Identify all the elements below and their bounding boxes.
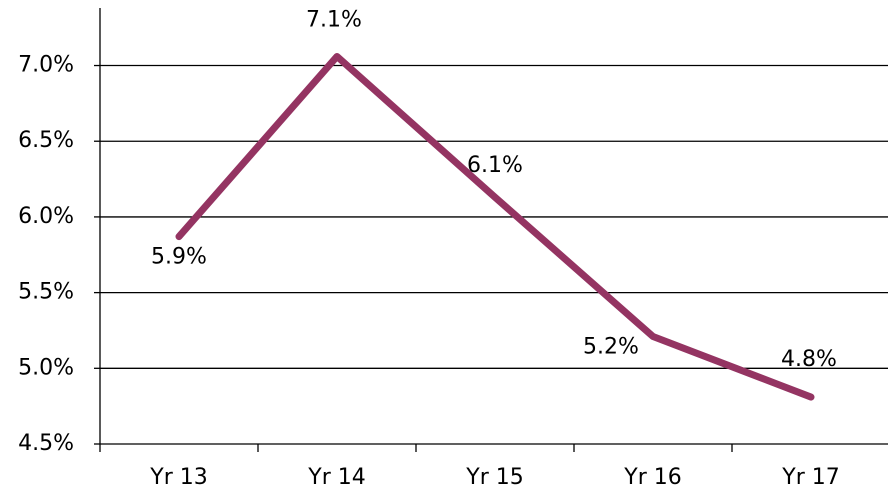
x-tick-label: Yr 15 [465, 465, 523, 490]
x-tick-label: Yr 16 [623, 465, 681, 490]
y-tick-label: 6.0% [18, 204, 74, 229]
data-label: 5.9% [151, 245, 207, 270]
x-tick-label: Yr 13 [149, 465, 207, 490]
data-label: 4.8% [781, 347, 837, 372]
x-tick-label: Yr 14 [307, 465, 365, 490]
data-label: 6.1% [467, 153, 523, 178]
y-tick-label: 7.0% [18, 53, 74, 78]
x-tick-label: Yr 17 [781, 465, 839, 490]
data-line [175, 52, 815, 401]
data-label: 7.1% [306, 7, 362, 32]
y-tick-label: 5.5% [18, 280, 74, 305]
y-tick-label: 6.5% [18, 128, 74, 153]
data-label: 5.2% [583, 335, 639, 360]
y-tick-label: 4.5% [18, 431, 74, 456]
y-tick-label: 5.0% [18, 355, 74, 380]
